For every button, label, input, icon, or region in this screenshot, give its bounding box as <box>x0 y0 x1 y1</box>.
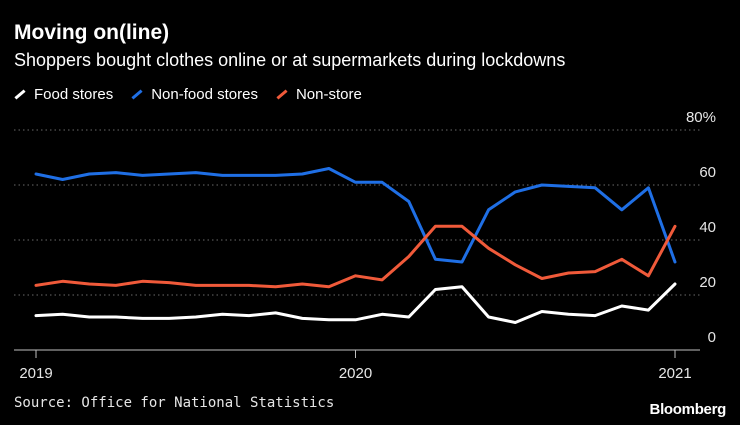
chart-title: Moving on(line) <box>14 21 170 44</box>
legend-item-food-stores: Food stores <box>14 86 113 103</box>
grid-layer <box>14 129 700 296</box>
y-tick-label: 40 <box>699 219 716 236</box>
bloomberg-logo: Bloomberg <box>649 401 727 418</box>
series-line-non-store <box>34 224 677 289</box>
y-tick-label: 20 <box>699 274 716 291</box>
legend-label-food-stores: Food stores <box>34 86 114 103</box>
legend: Food stores Non-food stores Non-store <box>14 86 380 103</box>
series-layer <box>34 167 677 324</box>
x-tick-label: 2020 <box>339 365 372 382</box>
x-tick-label: 2021 <box>658 365 691 382</box>
source-note: Source: Office for National Statistics <box>14 395 335 411</box>
legend-item-non-food-stores: Non-food stores <box>131 86 258 103</box>
legend-item-non-store: Non-store <box>276 86 362 103</box>
y-tick-label: 80% <box>686 109 716 126</box>
label-layer: 80% 60 40 20 0 2019 2020 2021 <box>19 109 716 382</box>
chart-subtitle: Shoppers bought clothes online or at sup… <box>14 50 566 70</box>
y-tick-label: 0 <box>708 329 716 346</box>
series-line-non-food-stores <box>34 167 677 264</box>
legend-label-non-food-stores: Non-food stores <box>151 86 258 103</box>
axis-layer <box>14 349 700 358</box>
y-tick-label: 60 <box>699 164 716 181</box>
x-tick-label: 2019 <box>19 365 52 382</box>
legend-label-non-store: Non-store <box>295 86 362 103</box>
series-line-food-stores <box>34 282 677 324</box>
